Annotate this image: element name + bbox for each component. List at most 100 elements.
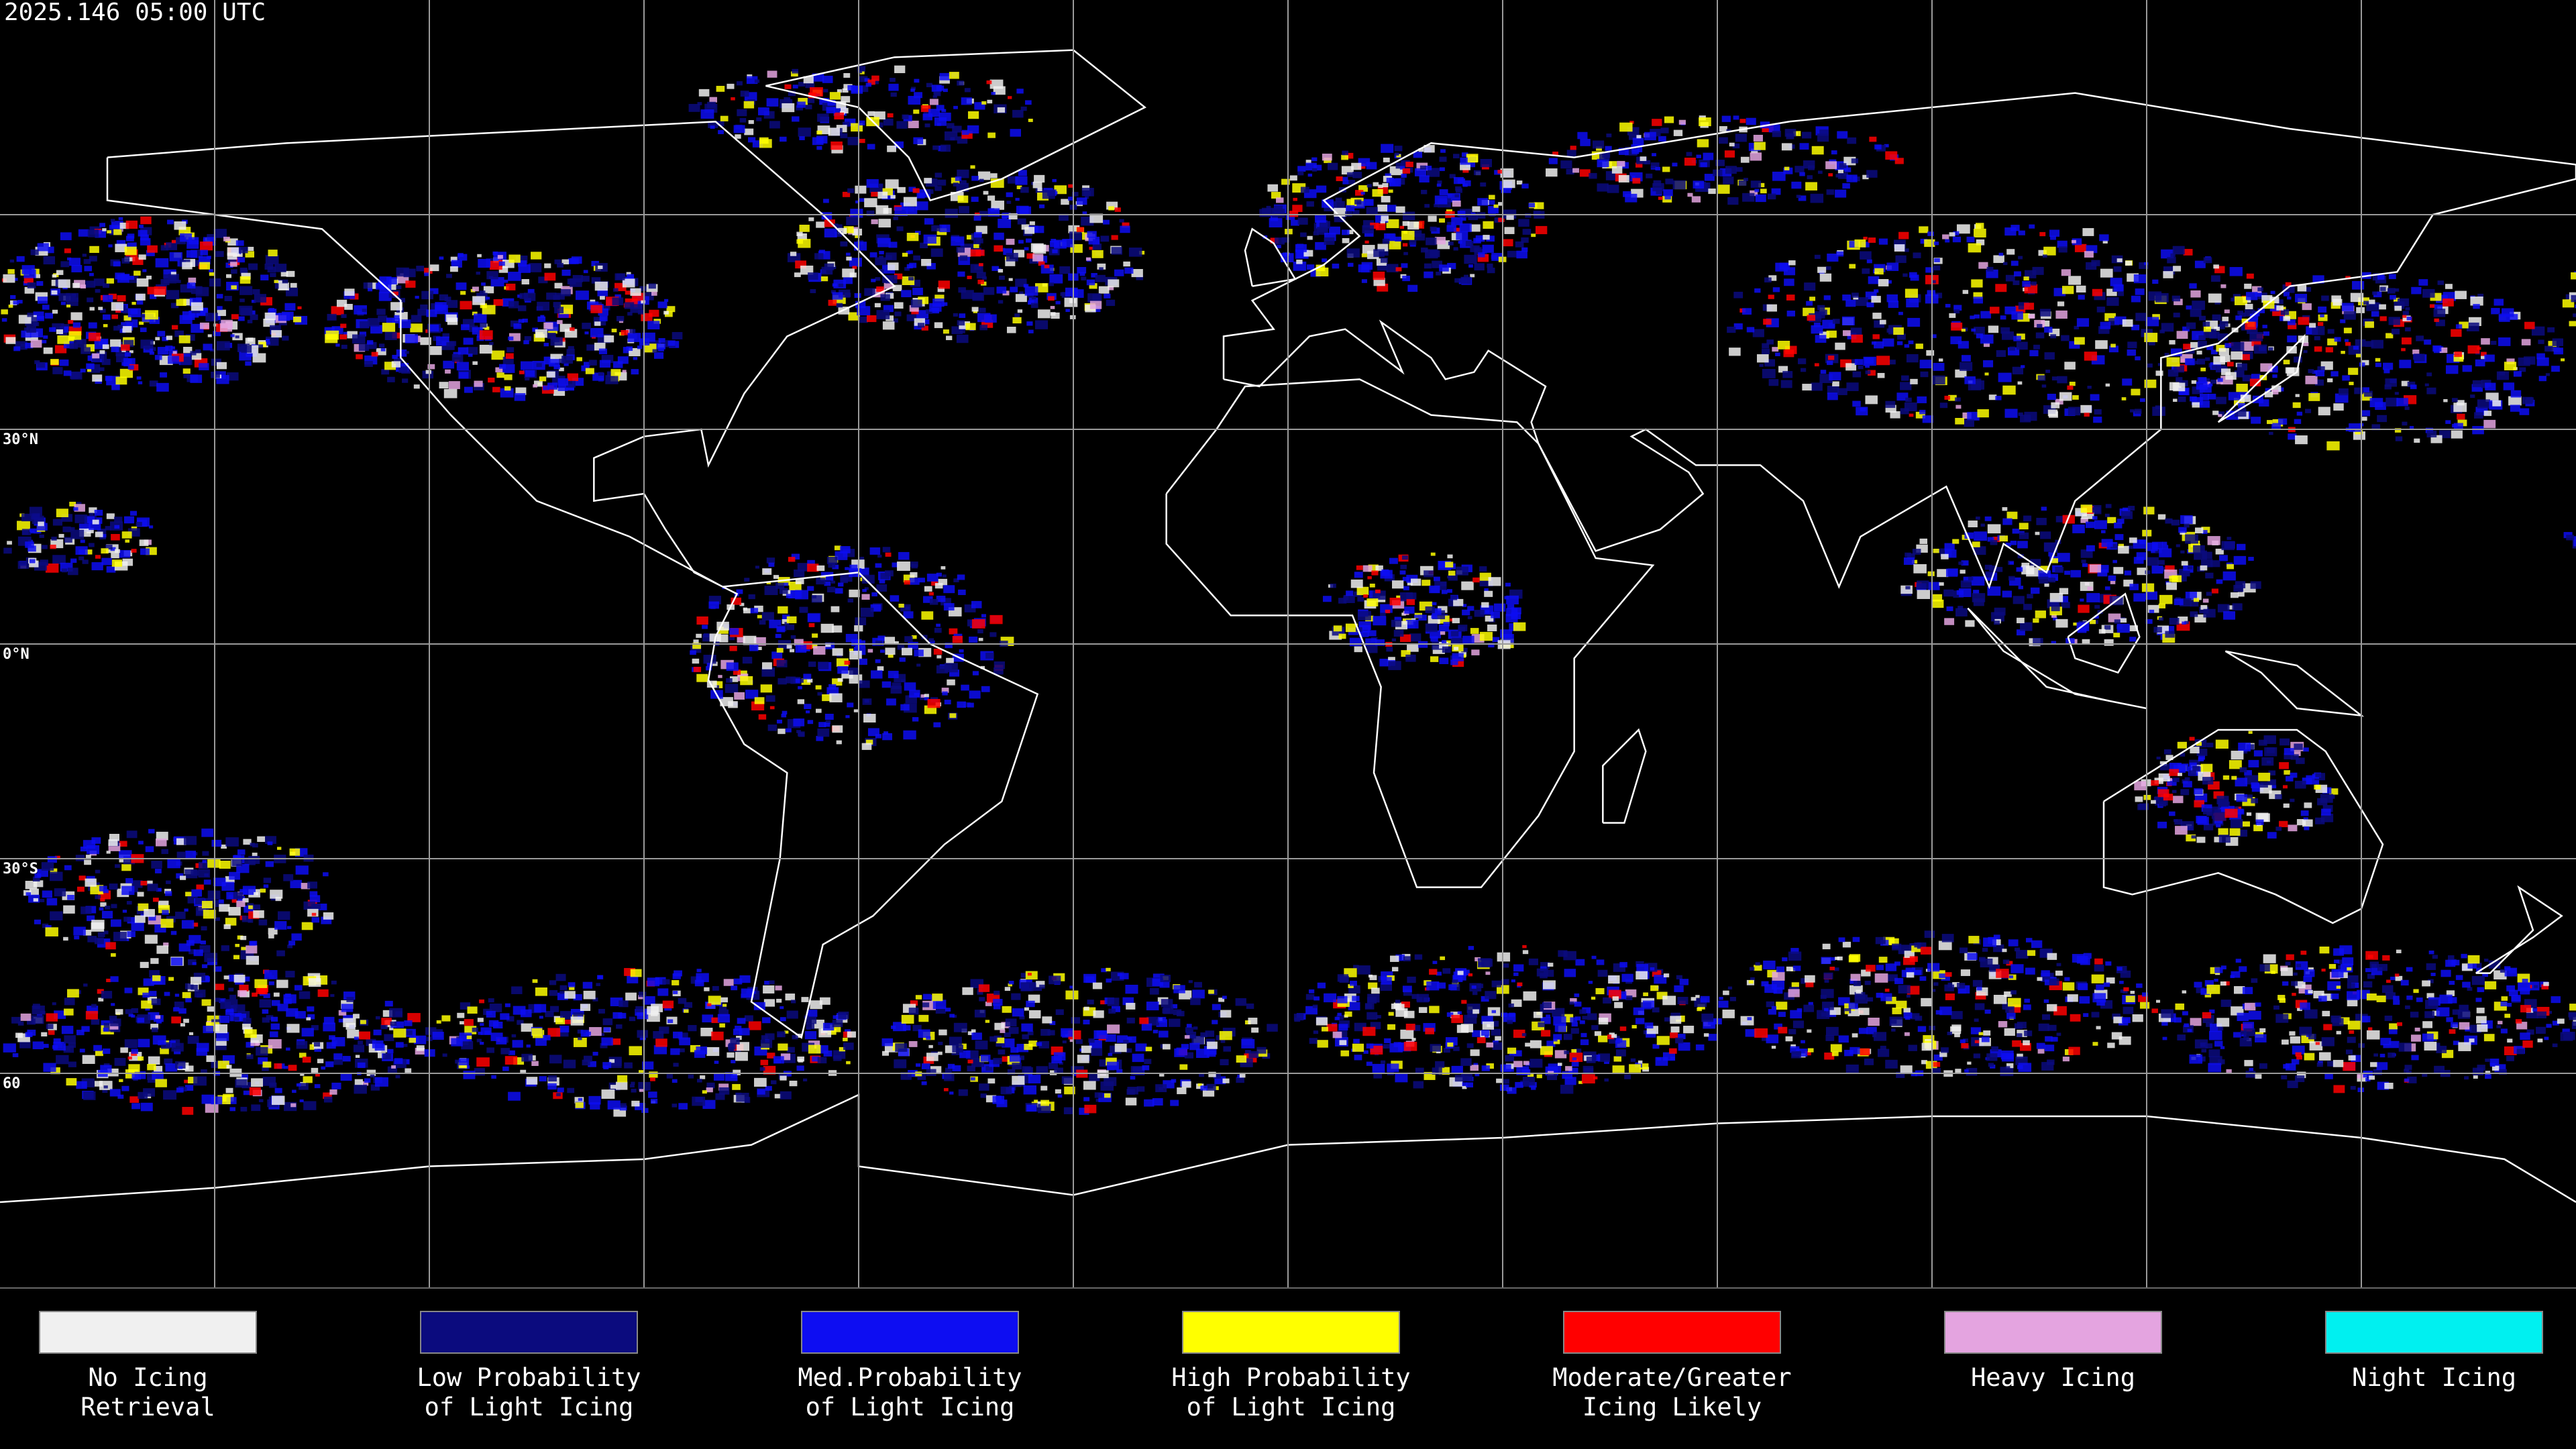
icing-pixel bbox=[1098, 286, 1110, 294]
icing-pixel bbox=[1835, 342, 1845, 350]
icing-pixel bbox=[72, 322, 81, 328]
icing-pixel bbox=[875, 563, 882, 568]
icing-pixel bbox=[2096, 307, 2105, 313]
icing-pixel bbox=[152, 898, 159, 902]
icing-pixel bbox=[185, 334, 195, 341]
icing-pixel bbox=[467, 1006, 478, 1014]
icing-pixel bbox=[247, 337, 254, 342]
icing-pixel bbox=[274, 1087, 282, 1093]
icing-pixel bbox=[201, 926, 207, 930]
icing-pixel bbox=[367, 318, 380, 327]
icing-pixel bbox=[2187, 566, 2193, 570]
icing-pixel bbox=[2237, 808, 2244, 814]
icing-pixel bbox=[1375, 639, 1385, 646]
icing-pixel bbox=[1823, 295, 1831, 301]
icing-pixel bbox=[284, 1065, 288, 1069]
icing-pixel bbox=[1292, 205, 1303, 213]
icing-pixel bbox=[2536, 357, 2549, 366]
icing-pixel bbox=[1972, 593, 1986, 602]
icing-pixel bbox=[1430, 636, 1438, 642]
icing-pixel bbox=[1953, 231, 1960, 235]
icing-pixel bbox=[160, 1042, 171, 1049]
icing-pixel bbox=[1352, 210, 1360, 215]
icing-pixel bbox=[413, 384, 420, 389]
icing-pixel bbox=[1091, 250, 1104, 258]
icing-pixel bbox=[2173, 266, 2182, 272]
icing-pixel bbox=[1945, 239, 1950, 243]
icing-pixel bbox=[353, 1044, 365, 1053]
icing-pixel bbox=[344, 303, 353, 310]
icing-pixel bbox=[817, 661, 829, 669]
icing-pixel bbox=[149, 991, 157, 996]
icing-pixel bbox=[1017, 309, 1023, 313]
icing-pixel bbox=[816, 565, 825, 572]
icing-pixel bbox=[1775, 262, 1788, 272]
icing-pixel bbox=[245, 251, 255, 258]
icing-pixel bbox=[64, 865, 72, 871]
icing-pixel bbox=[826, 556, 838, 564]
icing-pixel bbox=[219, 904, 230, 912]
icing-pixel bbox=[21, 513, 33, 522]
icing-pixel bbox=[2326, 441, 2340, 451]
icing-pixel bbox=[1399, 225, 1405, 229]
icing-pixel bbox=[1953, 305, 1962, 311]
icing-pixel bbox=[91, 920, 105, 929]
icing-pixel bbox=[101, 534, 107, 538]
icing-pixel bbox=[2082, 228, 2094, 236]
icing-pixel bbox=[64, 1008, 74, 1016]
icing-pixel bbox=[160, 1047, 169, 1055]
icing-pixel bbox=[846, 252, 851, 256]
icing-pixel bbox=[2039, 566, 2049, 574]
icing-pixel bbox=[1917, 580, 1929, 590]
icing-pixel bbox=[1849, 264, 1856, 269]
icing-pixel bbox=[2435, 319, 2445, 327]
icing-pixel bbox=[1430, 656, 1439, 662]
icing-pixel bbox=[1006, 253, 1018, 262]
icing-pixel bbox=[87, 355, 96, 361]
icing-pixel bbox=[2161, 541, 2167, 545]
icing-pixel bbox=[1917, 396, 1927, 404]
icing-pixel bbox=[290, 1103, 297, 1108]
icing-pixel bbox=[1377, 283, 1389, 292]
icing-pixel bbox=[164, 1058, 173, 1065]
icing-pixel bbox=[1373, 278, 1385, 286]
icing-pixel bbox=[1973, 297, 1983, 304]
icing-pixel bbox=[41, 1032, 48, 1037]
icing-pixel bbox=[2233, 584, 2244, 592]
icing-pixel bbox=[2055, 516, 2065, 523]
icing-pixel bbox=[102, 1089, 108, 1093]
icing-pixel bbox=[176, 299, 186, 306]
icing-pixel bbox=[1813, 322, 1821, 327]
icing-pixel bbox=[233, 974, 246, 983]
icing-pixel bbox=[1440, 582, 1447, 587]
icing-pixel bbox=[1931, 334, 1937, 338]
icing-pixel bbox=[2406, 317, 2412, 321]
icing-pixel bbox=[246, 1042, 254, 1048]
icing-pixel bbox=[394, 315, 400, 319]
icing-pixel bbox=[59, 359, 69, 366]
icing-pixel bbox=[1377, 263, 1388, 271]
icing-pixel bbox=[1316, 185, 1327, 193]
icing-pixel bbox=[1827, 392, 1838, 400]
icing-pixel bbox=[21, 529, 32, 535]
icing-pixel bbox=[1354, 201, 1365, 209]
icing-pixel bbox=[557, 378, 569, 386]
icing-pixel bbox=[390, 1021, 397, 1026]
icing-pixel bbox=[259, 999, 272, 1008]
icing-pixel bbox=[426, 309, 437, 317]
icing-pixel bbox=[924, 694, 929, 698]
icing-pixel bbox=[1467, 616, 1472, 620]
icing-pixel bbox=[191, 985, 198, 990]
icing-pixel bbox=[1405, 619, 1419, 629]
icing-pixel bbox=[1389, 598, 1401, 606]
icing-pixel bbox=[1919, 538, 1928, 544]
icing-pixel bbox=[830, 290, 836, 294]
icing-pixel bbox=[109, 883, 118, 890]
icing-pixel bbox=[904, 682, 916, 691]
icing-pixel bbox=[786, 676, 796, 684]
icing-pixel bbox=[2416, 335, 2424, 341]
icing-pixel bbox=[2190, 600, 2199, 607]
icing-pixel bbox=[2220, 355, 2231, 362]
icing-pixel bbox=[854, 241, 867, 251]
icing-pixel bbox=[2023, 604, 2033, 610]
